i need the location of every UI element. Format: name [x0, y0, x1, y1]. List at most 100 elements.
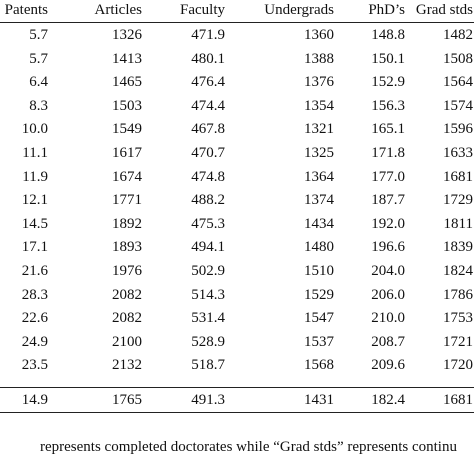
table-cell: 474.8 — [191, 168, 225, 185]
table-cell: 1374 — [304, 192, 334, 209]
table-cell: 23.5 — [21, 357, 48, 374]
table-cell: 514.3 — [191, 286, 225, 303]
table-cell: 1508 — [443, 50, 473, 67]
column-header: Grad stds — [415, 2, 473, 18]
summary-cell: 491.3 — [191, 392, 225, 408]
table-cell: 171.8 — [371, 145, 405, 161]
column-header: Faculty — [180, 2, 225, 18]
table-cell: 1354 — [304, 97, 334, 114]
table-cell: 1321 — [304, 121, 334, 138]
table-cell: 1465 — [112, 74, 142, 91]
column-header: Undergrads — [264, 2, 334, 18]
table-cell: 1360 — [304, 27, 334, 43]
table-cell: 518.7 — [191, 357, 225, 374]
summary-cell: 1431 — [304, 392, 334, 408]
table-cell: 17.1 — [21, 239, 48, 256]
table-cell: 192.0 — [371, 215, 405, 232]
table-cell: 528.9 — [191, 333, 225, 350]
table-cell: 24.9 — [21, 333, 48, 350]
table-cell: 177.0 — [371, 168, 405, 185]
table-cell: 22.6 — [21, 310, 48, 327]
table-cell: 206.0 — [371, 286, 405, 303]
table-cell: 1729 — [443, 192, 473, 209]
column-header: Articles — [94, 2, 142, 18]
column-header: PhD’s — [368, 2, 405, 18]
table-cell: 1574 — [443, 97, 473, 114]
table-cell: 502.9 — [191, 263, 225, 279]
table-cell: 1811 — [443, 215, 473, 232]
table-cell: 474.4 — [191, 97, 225, 114]
table-cell: 480.1 — [191, 50, 225, 67]
table-cell: 1549 — [112, 121, 142, 138]
table-cell: 165.1 — [371, 121, 405, 138]
table-cell: 1388 — [304, 50, 334, 67]
table-cell: 12.1 — [21, 192, 48, 209]
table-cell: 1325 — [304, 145, 334, 161]
table-cell: 8.3 — [29, 97, 48, 114]
table-cell: 1503 — [112, 97, 142, 114]
table-cell: 1633 — [443, 145, 473, 161]
table-cell: 1529 — [304, 286, 334, 303]
table-cell: 11.9 — [22, 168, 48, 185]
table-cell: 1510 — [304, 263, 334, 279]
table-cell: 531.4 — [191, 310, 225, 327]
table-cell: 494.1 — [191, 239, 225, 256]
table-cell: 1480 — [304, 239, 334, 256]
table-cell: 209.6 — [371, 357, 405, 374]
table-cell: 150.1 — [371, 50, 405, 67]
table-cell: 14.5 — [21, 215, 48, 232]
table-cell: 1376 — [304, 74, 334, 91]
summary-cell: 1765 — [112, 392, 142, 408]
table-cell: 1720 — [443, 357, 473, 374]
table-cell: 1568 — [304, 357, 334, 374]
table-cell: 470.7 — [191, 145, 225, 161]
footer-rule-top — [0, 387, 474, 388]
table-cell: 1617 — [112, 145, 142, 161]
table-cell: 1893 — [112, 239, 142, 256]
table-cell: 204.0 — [371, 263, 405, 279]
table-cell: 1413 — [112, 50, 142, 67]
table-cell: 1839 — [443, 239, 473, 256]
table-cell: 5.7 — [29, 50, 48, 67]
table-cell: 476.4 — [191, 74, 225, 91]
table-cell: 471.9 — [191, 27, 225, 43]
table-cell: 488.2 — [191, 192, 225, 209]
table-cell: 1537 — [304, 333, 334, 350]
summary-cell: 182.4 — [371, 392, 405, 408]
table-cell: 1674 — [112, 168, 142, 185]
table-cell: 5.7 — [29, 27, 48, 43]
summary-cell: 14.9 — [21, 392, 48, 408]
table-cell: 1786 — [443, 286, 473, 303]
table-cell: 1596 — [443, 121, 473, 138]
table-cell: 1892 — [112, 215, 142, 232]
table-cell: 148.8 — [371, 27, 405, 43]
table-cell: 6.4 — [29, 74, 48, 91]
table-cell: 10.0 — [21, 121, 48, 138]
table-cell: 1976 — [112, 263, 142, 279]
table-cell: 187.7 — [371, 192, 405, 209]
table-cell: 1434 — [304, 215, 334, 232]
table-cell: 152.9 — [371, 74, 405, 91]
table-cell: 1564 — [443, 74, 473, 91]
table-cell: 1771 — [112, 192, 142, 209]
table-cell: 1681 — [443, 168, 473, 185]
table-cell: 1364 — [304, 168, 334, 185]
table-cell: 467.8 — [191, 121, 225, 138]
table-cell: 1721 — [443, 333, 473, 350]
table-cell: 2082 — [112, 310, 142, 327]
table-cell: 1482 — [443, 27, 473, 43]
table-cell: 196.6 — [371, 239, 405, 256]
table-cell: 210.0 — [371, 310, 405, 327]
footnote: represents completed doctorates while “G… — [40, 439, 457, 455]
table-cell: 1753 — [443, 310, 473, 327]
summary-cell: 1681 — [443, 392, 473, 408]
table-cell: 2100 — [112, 333, 142, 350]
footer-rule-bottom — [0, 412, 474, 413]
table-cell: 2132 — [112, 357, 142, 374]
column-header: Patents — [4, 2, 48, 18]
table-cell: 1326 — [112, 27, 142, 43]
header-rule — [0, 22, 474, 23]
table-cell: 28.3 — [21, 286, 48, 303]
table-cell: 156.3 — [371, 97, 405, 114]
